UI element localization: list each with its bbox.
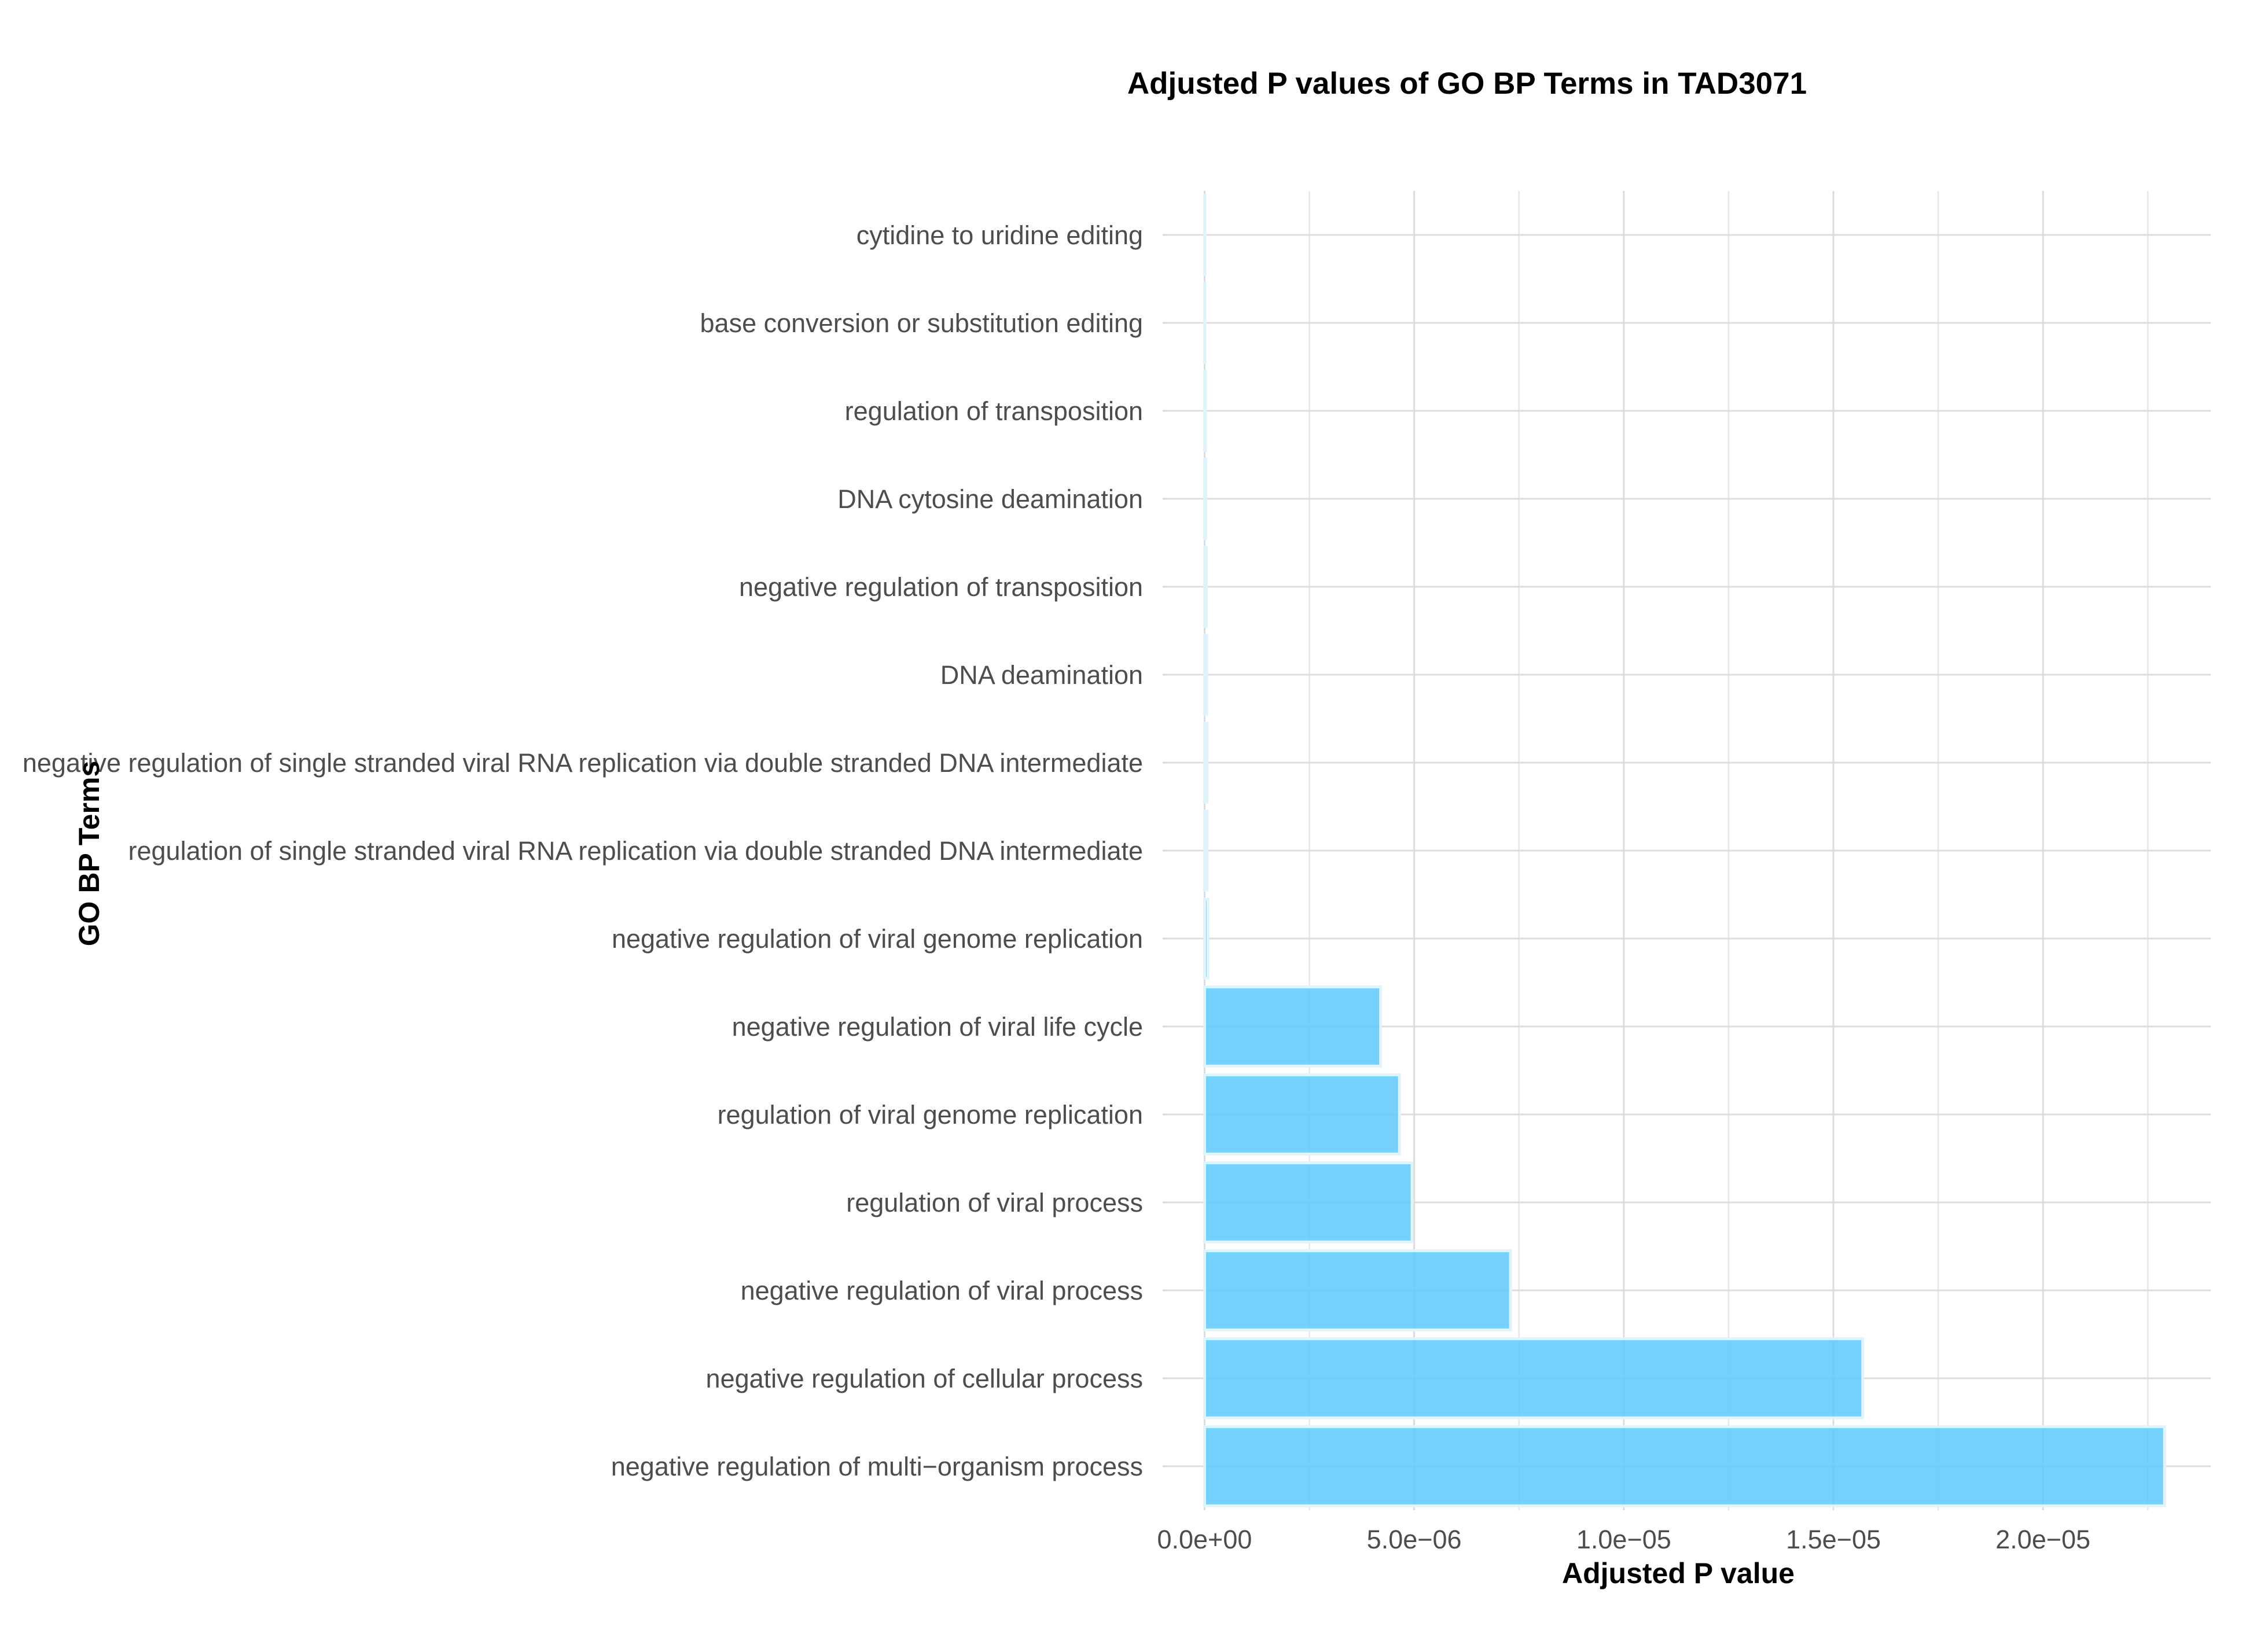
bar [1203, 458, 1208, 540]
x-axis-title: Adjusted P value [1562, 1557, 1795, 1590]
category-label: regulation of viral process [846, 1188, 1143, 1217]
bar [1203, 634, 1208, 716]
category-label: negative regulation of viral genome repl… [612, 924, 1143, 954]
x-tick-label: 0.0e+00 [1157, 1525, 1252, 1554]
bar [1203, 1249, 1512, 1331]
x-tick-label: 5.0e−06 [1367, 1525, 1462, 1554]
category-label: regulation of single stranded viral RNA … [128, 836, 1143, 866]
y-axis-title: GO BP Terms [73, 761, 105, 946]
category-labels: cytidine to uridine editing base conversi… [23, 220, 1143, 1481]
category-label: negative regulation of multi−organism pr… [611, 1452, 1143, 1481]
category-label: negative regulation of cellular process [706, 1364, 1143, 1393]
bar [1203, 370, 1207, 452]
category-label: negative regulation of single stranded v… [23, 748, 1143, 778]
x-tick-label: 1.0e−05 [1576, 1525, 1671, 1554]
category-label: cytidine to uridine editing [857, 220, 1143, 250]
bar [1203, 985, 1383, 1068]
bar [1203, 282, 1207, 364]
bar [1203, 1337, 1865, 1419]
category-label: base conversion or substitution editing [700, 308, 1143, 338]
bar [1203, 194, 1207, 276]
category-label: negative regulation of transposition [739, 572, 1143, 602]
category-label: regulation of viral genome replication [718, 1100, 1143, 1129]
bar [1203, 897, 1210, 980]
bar [1203, 810, 1209, 892]
category-label: DNA deamination [940, 660, 1143, 690]
x-tick-labels: 0.0e+00 5.0e−06 1.0e−05 1.5e−05 2.0e−05 [1157, 1525, 2090, 1554]
chart-title: Adjusted P values of GO BP Terms in TAD3… [1127, 67, 1807, 101]
bars [1203, 194, 2166, 1507]
bar [1203, 546, 1208, 628]
category-label: negative regulation of viral life cycle [732, 1012, 1143, 1042]
x-tick-label: 2.0e−05 [1995, 1525, 2090, 1554]
category-label: regulation of transposition [845, 396, 1143, 426]
category-label: DNA cytosine deamination [837, 484, 1143, 514]
x-tick-label: 1.5e−05 [1786, 1525, 1881, 1554]
bar [1203, 1425, 2166, 1507]
bar [1203, 1161, 1414, 1243]
bar [1203, 1073, 1401, 1156]
category-label: negative regulation of viral process [741, 1276, 1143, 1305]
bar [1203, 722, 1209, 804]
